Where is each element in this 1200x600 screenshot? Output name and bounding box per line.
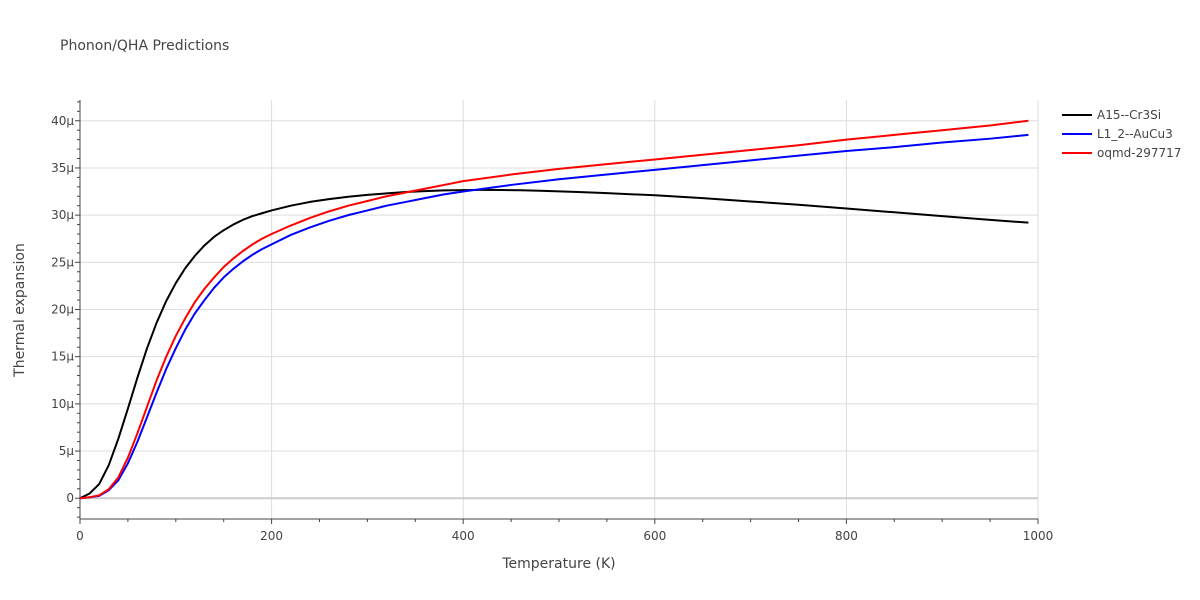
y-tick-label: 30μ: [51, 208, 74, 222]
x-tick-label: 0: [76, 529, 84, 543]
x-axis-ticks: 0 200 400 600 800 1000: [76, 529, 1053, 543]
y-axis-title: Thermal expansion: [12, 243, 28, 378]
y-tick-label: 35μ: [51, 161, 74, 175]
x-tick-label: 1000: [1023, 529, 1054, 543]
y-tick-label: 40μ: [51, 114, 74, 128]
series-line-1: [79, 188, 1029, 500]
chart-title: Phonon/QHA Predictions: [60, 38, 229, 54]
y-tick-label: 15μ: [51, 350, 74, 364]
x-tick-label: 200: [260, 529, 283, 543]
legend-item[interactable]: L1_2--AuCu3: [1062, 127, 1173, 141]
y-tick-label: 5μ: [59, 444, 75, 458]
y-tick-label: 0: [66, 491, 74, 505]
legend-item[interactable]: A15--Cr3Si: [1062, 108, 1161, 122]
legend-label: A15--Cr3Si: [1097, 108, 1161, 122]
x-axis-title: Temperature (K): [501, 556, 615, 572]
series-line-3: [79, 119, 1029, 500]
y-tick-label: 25μ: [51, 255, 74, 269]
y-axis-ticks: 0 5μ 10μ 15μ 20μ 25μ 30μ 35μ 40μ: [51, 114, 74, 505]
y-tick-label: 20μ: [51, 303, 74, 317]
x-tick-label: 800: [835, 529, 858, 543]
x-tick-label: 400: [452, 529, 475, 543]
axes: [75, 100, 1039, 524]
legend-label: L1_2--AuCu3: [1097, 127, 1173, 141]
y-tick-label: 10μ: [51, 397, 74, 411]
x-tick-label: 600: [643, 529, 666, 543]
legend-item[interactable]: oqmd-297717: [1062, 146, 1181, 160]
series-lines: [79, 119, 1029, 500]
series-line-2: [79, 133, 1029, 500]
grid: [80, 100, 1039, 519]
legend[interactable]: A15--Cr3Si L1_2--AuCu3 oqmd-297717: [1062, 108, 1181, 160]
legend-label: oqmd-297717: [1097, 146, 1181, 160]
